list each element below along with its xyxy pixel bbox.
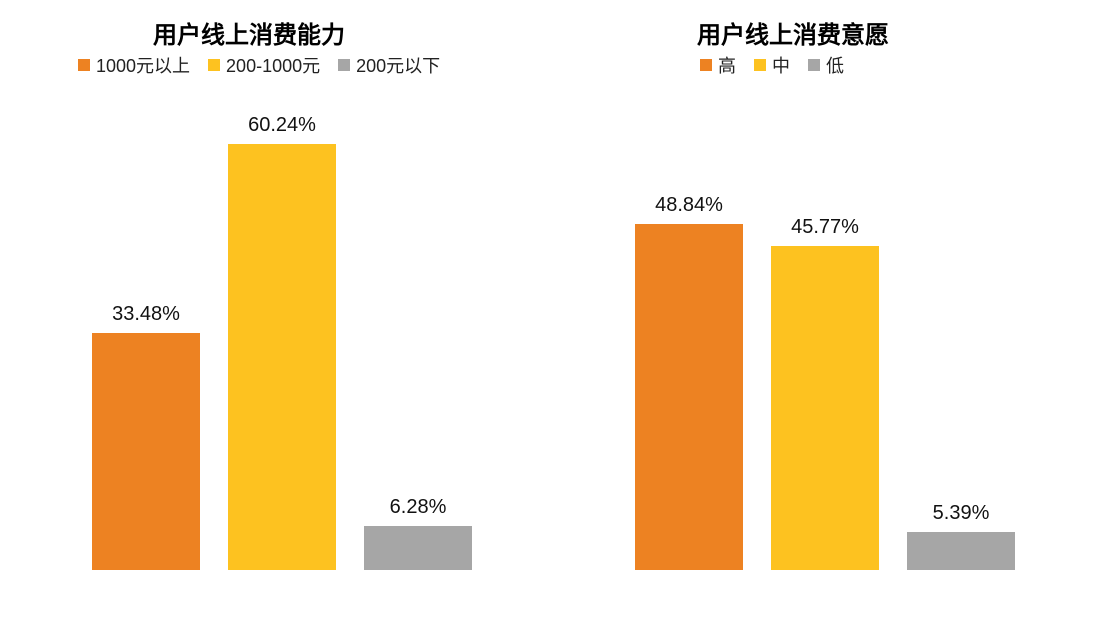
legend-swatch [78,59,90,71]
bar [907,532,1015,570]
bar [92,333,200,570]
bar-value-label: 45.77% [771,216,879,239]
bar [364,526,472,570]
legend-label: 200元以下 [356,52,440,78]
chart-stage: 用户线上消费能力 1000元以上 200-1000元 200元以下 33.48%… [0,0,1097,623]
legend-item: 200元以下 [338,52,440,78]
chart-legend: 高 中 低 [700,52,844,78]
bar-value-label: 33.48% [92,303,200,326]
legend-swatch [754,59,766,71]
bar-value-label: 5.39% [907,502,1015,525]
legend-swatch [338,59,350,71]
legend-swatch [808,59,820,71]
legend-label: 中 [772,52,790,78]
bar-value-label: 60.24% [228,114,336,137]
plot-area: 48.84% 45.77% 5.39% [625,110,1025,570]
bar-value-label: 48.84% [635,194,743,217]
legend-label: 200-1000元 [226,52,320,78]
legend-item: 1000元以上 [78,52,190,78]
legend-item: 200-1000元 [208,52,320,78]
legend-item: 高 [700,52,736,78]
bar [635,224,743,570]
chart-legend: 1000元以上 200-1000元 200元以下 [78,52,440,78]
bar [771,246,879,570]
bar [228,144,336,570]
chart-title: 用户线上消费意愿 [697,15,889,50]
plot-area: 33.48% 60.24% 6.28% [82,110,482,570]
bar-value-label: 6.28% [364,496,472,519]
legend-label: 1000元以上 [96,52,190,78]
chart-title: 用户线上消费能力 [153,15,345,50]
legend-label: 低 [826,52,844,78]
legend-label: 高 [718,52,736,78]
legend-swatch [208,59,220,71]
legend-item: 中 [754,52,790,78]
legend-swatch [700,59,712,71]
legend-item: 低 [808,52,844,78]
